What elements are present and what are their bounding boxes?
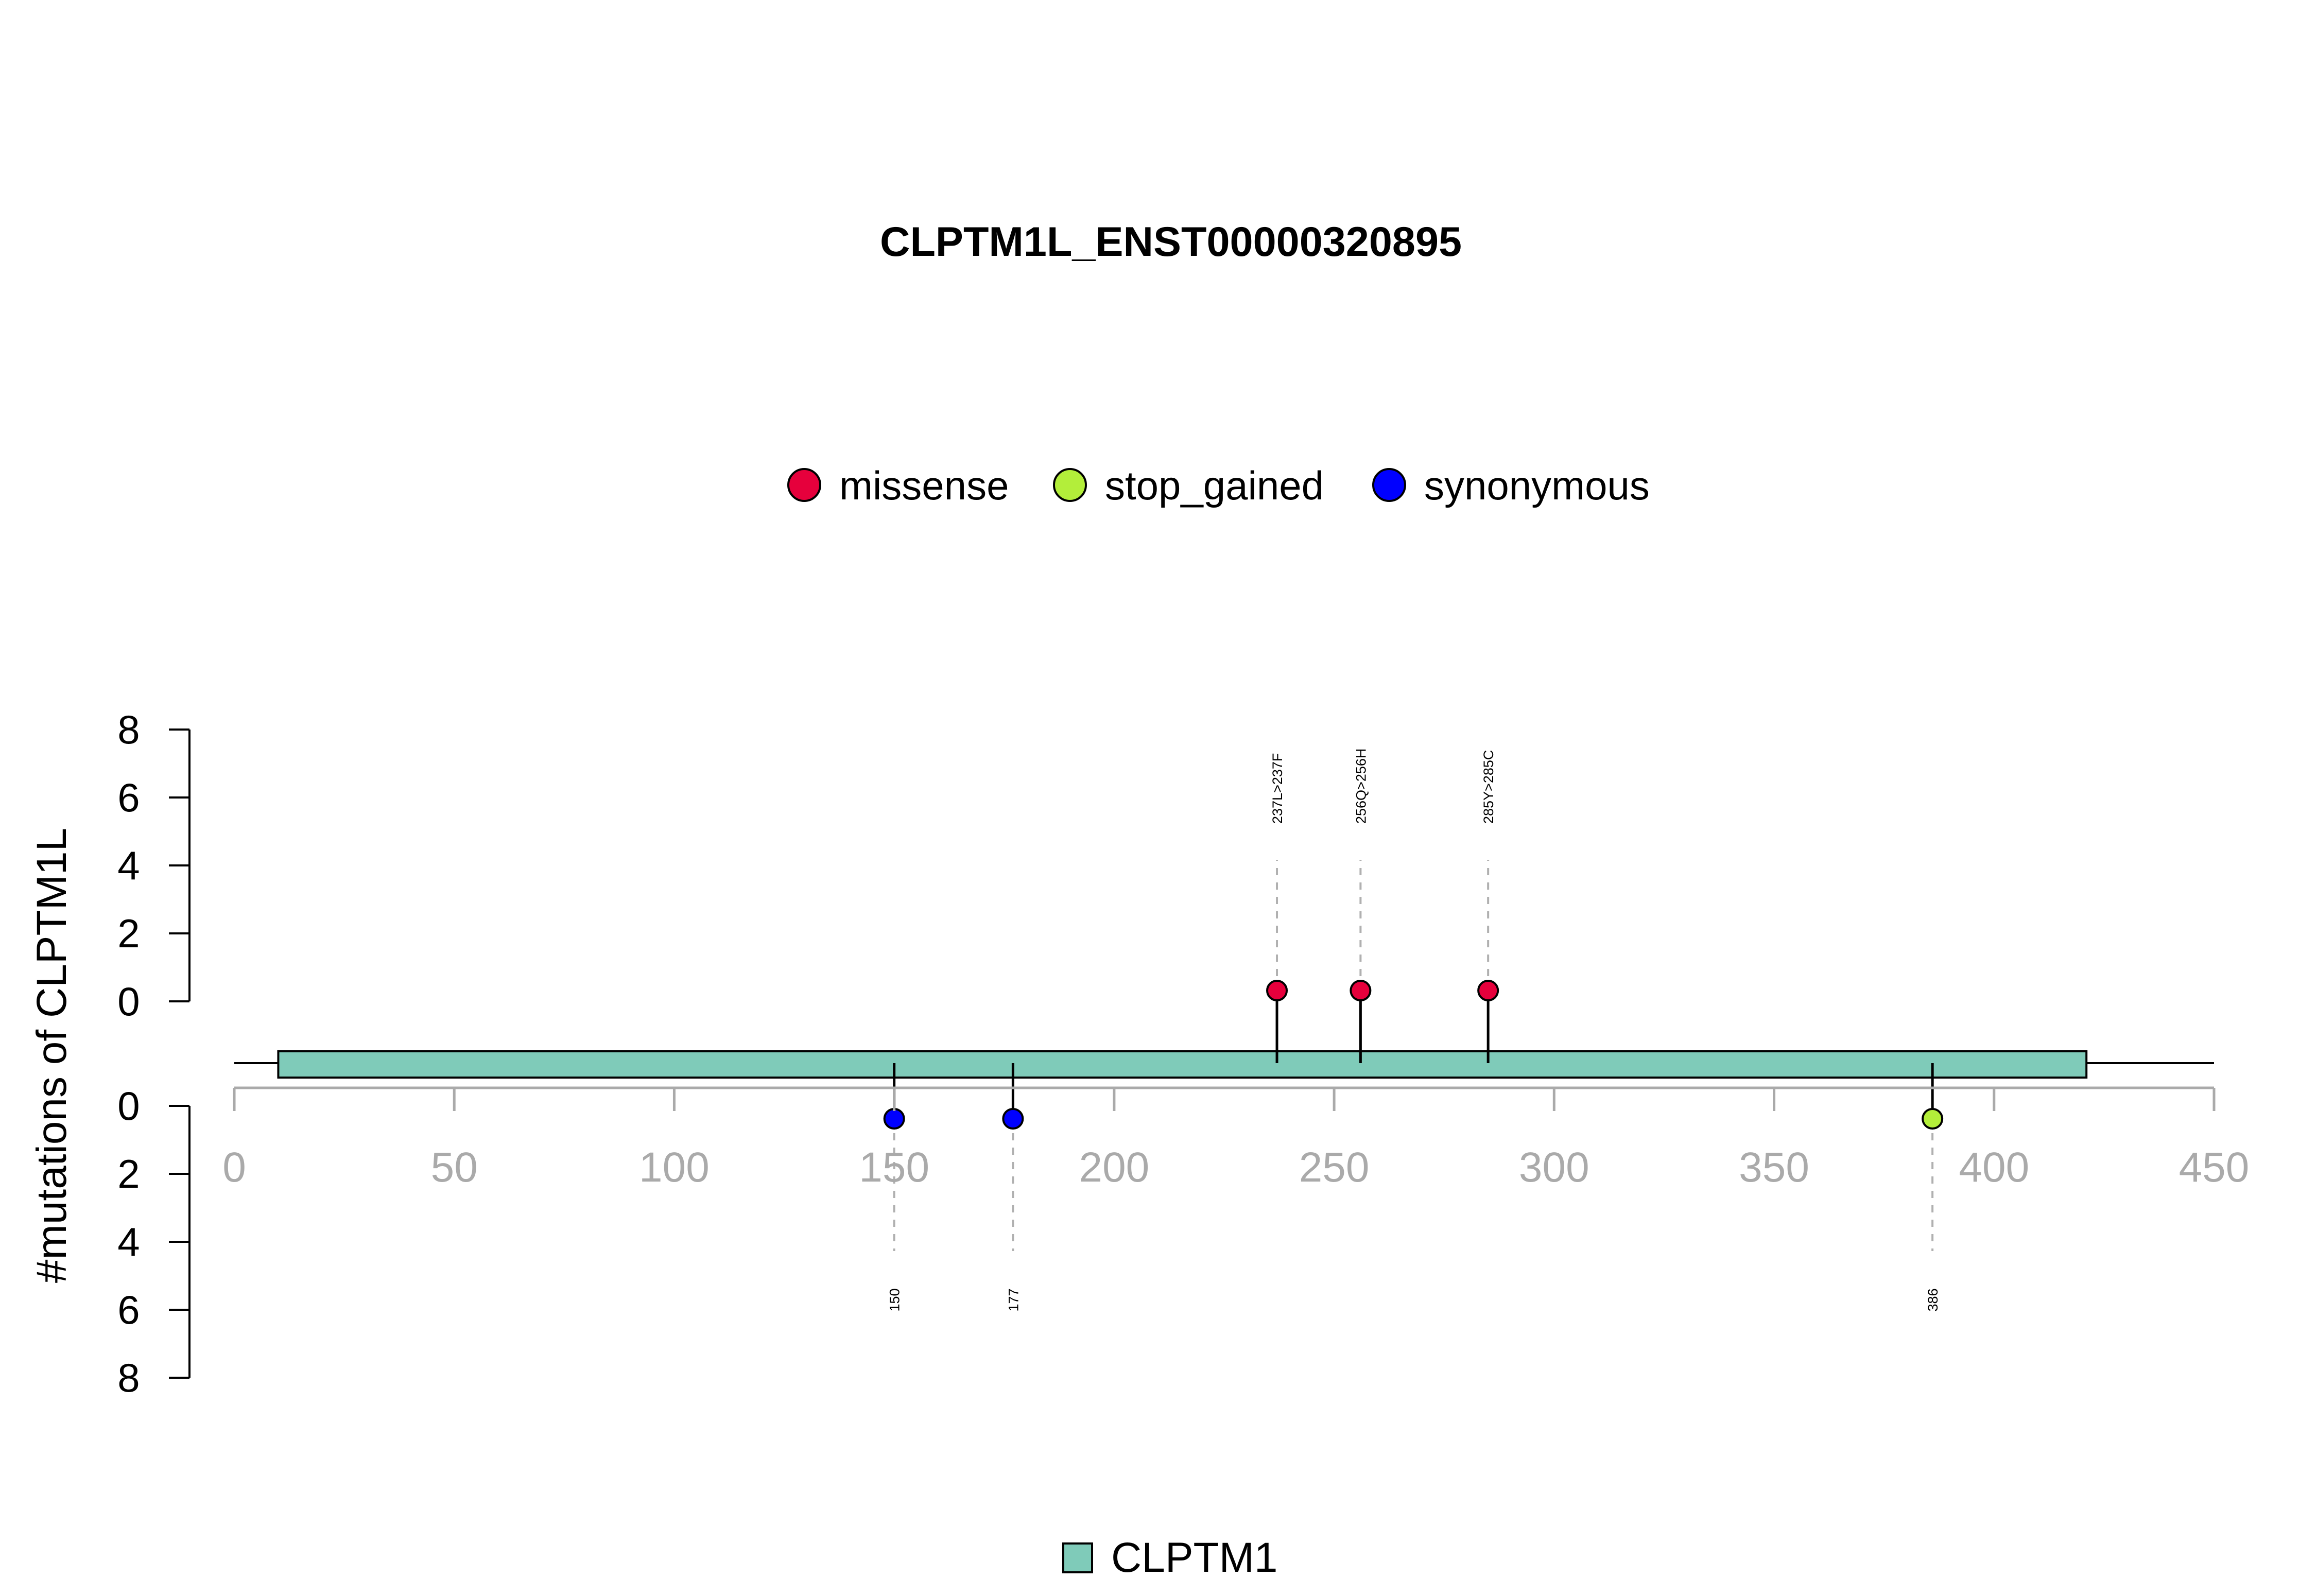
legend-marker-missense	[787, 468, 821, 502]
dot-237	[1266, 980, 1288, 1001]
legend-domain: CLPTM1	[1062, 1534, 1278, 1581]
mutation-label-237: 237L>237F	[1270, 753, 1285, 824]
x-tick-label-150: 150	[859, 1144, 929, 1191]
mutation-label-256: 256Q>256H	[1353, 749, 1369, 824]
y-tick-label-down-8: 8	[117, 1355, 140, 1400]
y-tick-label-down-6: 6	[117, 1287, 140, 1332]
mutation-label-386: 386	[1925, 1288, 1941, 1311]
legend-label-stop_gained: stop_gained	[1105, 463, 1324, 508]
mutation-up-256: 256Q>256H	[1350, 749, 1372, 1063]
y-axis-lower: 0 2 4 6 8	[117, 1083, 191, 1400]
domain-clptm1	[277, 1050, 2088, 1079]
y-tick-label-up-0: 0	[117, 979, 140, 1024]
y-tick-label-down-0: 0	[117, 1083, 140, 1129]
legend-marker-synonymous	[1372, 468, 1406, 502]
legend-label-missense: missense	[839, 463, 1009, 508]
mutation-down-386: 386	[1922, 1063, 1944, 1312]
mutation-up-285: 285Y>285C	[1477, 750, 1499, 1063]
x-tick-label-300: 300	[1519, 1144, 1589, 1191]
y-tick-label-up-2: 2	[117, 911, 140, 956]
mutation-label-285: 285Y>285C	[1481, 750, 1496, 824]
dot-386	[1922, 1108, 1944, 1130]
legend-item-stop_gained: stop_gained	[1053, 463, 1324, 508]
x-axis: 0 50 100 150 200 250 300 350 400 450	[222, 1086, 2250, 1191]
y-tick-label-up-6: 6	[117, 775, 140, 820]
dot-256	[1350, 980, 1372, 1001]
legend-domain-label: CLPTM1	[1111, 1534, 1278, 1581]
legend-marker-stop_gained	[1053, 468, 1087, 502]
y-tick-label-down-2: 2	[117, 1151, 140, 1196]
legend-item-synonymous: synonymous	[1372, 463, 1650, 508]
legend-label-synonymous: synonymous	[1424, 463, 1650, 508]
y-tick-label-up-8: 8	[117, 707, 140, 752]
mutation-down-177: 177	[1002, 1063, 1024, 1312]
x-tick-label-200: 200	[1079, 1144, 1149, 1191]
x-tick-label-400: 400	[1959, 1144, 2029, 1191]
x-tick-label-450: 450	[2179, 1144, 2250, 1191]
dot-177	[1002, 1108, 1024, 1130]
legend-item-missense: missense	[787, 463, 1009, 508]
y-axis-upper: 0 2 4 6 8	[117, 707, 191, 1024]
x-tick-label-350: 350	[1739, 1144, 1809, 1191]
dot-285	[1477, 980, 1499, 1001]
y-axis-label: #mutations of CLPTM1L	[28, 828, 75, 1283]
x-tick-label-100: 100	[639, 1144, 710, 1191]
mutation-up-237: 237L>237F	[1266, 753, 1288, 1063]
y-tick-label-down-4: 4	[117, 1219, 140, 1264]
mutation-label-177: 177	[1006, 1288, 1021, 1311]
y-tick-label-up-4: 4	[117, 843, 140, 888]
x-tick-label-250: 250	[1299, 1144, 1370, 1191]
dot-150	[883, 1108, 905, 1130]
x-tick-label-0: 0	[222, 1144, 246, 1191]
legend-domain-swatch	[1062, 1542, 1093, 1573]
legend-mutation-types: missense stop_gained synonymous	[787, 463, 1650, 508]
chart-title: CLPTM1L_ENST00000320895	[880, 219, 1462, 265]
mutation-label-150: 150	[887, 1288, 903, 1311]
x-tick-label-50: 50	[431, 1144, 478, 1191]
upper-mutations: 237L>237F 256Q>256H 285Y>285C	[1266, 749, 1499, 1063]
